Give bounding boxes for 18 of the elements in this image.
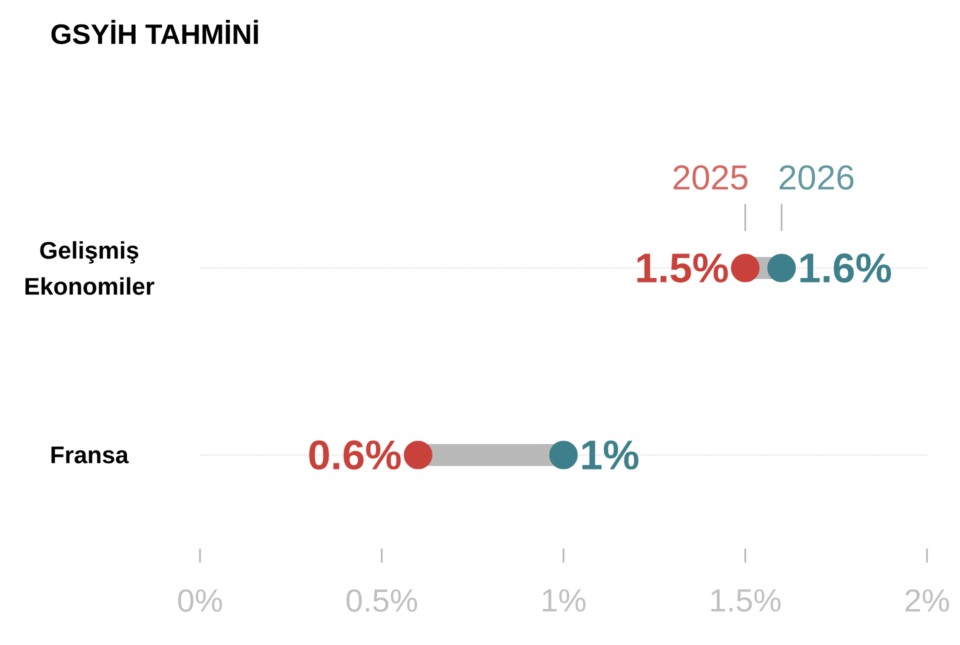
data-label: 1.5% <box>637 253 728 283</box>
x-tick-label: 2% <box>905 589 949 612</box>
x-tick-label: 0% <box>178 589 222 612</box>
chart-title: GSYİH TAHMİNİ <box>51 20 258 44</box>
y-tick-label: Gelişmiş Ekonomiler <box>25 241 154 295</box>
series-label: 2026 <box>780 165 854 190</box>
x-tick-label: 0.5% <box>346 589 418 612</box>
series-label: 2025 <box>674 165 748 190</box>
data-label: 0.6% <box>309 440 401 470</box>
point <box>549 440 578 470</box>
point <box>730 254 760 282</box>
data-label: 1% <box>582 440 638 470</box>
x-tick-label: 1.5% <box>711 589 781 612</box>
point <box>404 440 432 470</box>
point <box>767 254 796 282</box>
y-tick-label: Fransa <box>51 446 129 464</box>
data-label: 1.6% <box>800 253 891 283</box>
x-tick-label: 1% <box>542 589 586 612</box>
